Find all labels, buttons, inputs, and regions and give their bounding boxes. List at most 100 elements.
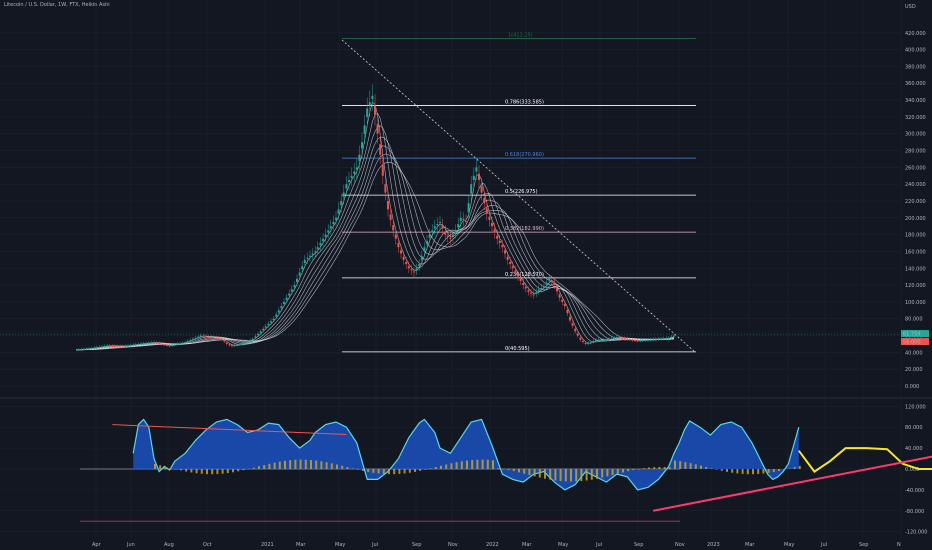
histogram-bar xyxy=(237,469,240,472)
candle-body xyxy=(576,333,579,336)
histogram-bar xyxy=(419,469,422,471)
candle-body xyxy=(475,167,478,172)
histogram-bar xyxy=(580,469,583,482)
histogram-bar xyxy=(304,459,307,469)
candle-body xyxy=(618,337,621,339)
histogram-bar xyxy=(653,467,656,469)
histogram-bar xyxy=(689,463,692,469)
candle-body xyxy=(402,256,405,260)
candle-body xyxy=(270,321,272,323)
ma-ribbon-line xyxy=(76,125,675,351)
candle-body xyxy=(220,338,223,340)
histogram-bar xyxy=(793,467,796,469)
histogram-bar xyxy=(606,469,609,477)
histogram-bar xyxy=(154,463,156,469)
candle-body xyxy=(465,220,467,223)
histogram-bar xyxy=(372,469,375,473)
fib-level-label: 0.786(333.585) xyxy=(505,99,544,105)
histogram-bar xyxy=(174,469,177,470)
time-axis-label: Mar xyxy=(745,542,755,548)
candle-body xyxy=(257,333,259,336)
histogram-bar xyxy=(403,469,406,474)
candle-body xyxy=(426,240,428,245)
histogram-bar xyxy=(252,467,255,469)
histogram-bar xyxy=(637,469,640,470)
ma-ribbon-line xyxy=(76,136,675,351)
candle-body xyxy=(199,335,202,337)
histogram-bar xyxy=(466,460,468,469)
histogram-bar xyxy=(564,469,567,482)
candle-body xyxy=(485,208,488,214)
candle-body xyxy=(228,344,231,346)
candle-body xyxy=(264,326,267,328)
candle-body xyxy=(77,349,80,351)
histogram-bar xyxy=(694,464,697,469)
histogram-bar xyxy=(798,465,801,469)
candle-body xyxy=(472,175,475,180)
time-axis-label: 2023 xyxy=(707,542,720,548)
histogram-bar xyxy=(263,465,266,469)
candle-body xyxy=(288,293,291,296)
candle-body xyxy=(381,165,384,176)
histogram-bar xyxy=(216,469,219,475)
candle-body xyxy=(127,345,129,347)
currency-label: USD xyxy=(905,4,916,10)
candle-body xyxy=(509,261,512,265)
histogram-bar xyxy=(388,469,390,475)
candle-body xyxy=(272,318,275,320)
histogram-bar xyxy=(549,469,552,480)
candle-body xyxy=(623,338,626,340)
candle-body xyxy=(166,344,168,346)
price-tick-label: 0.000 xyxy=(905,384,919,390)
candle-body xyxy=(501,245,504,248)
candle-body xyxy=(371,95,374,100)
time-axis-label: Apr xyxy=(92,542,102,548)
candle-body xyxy=(602,339,605,341)
histogram-bar xyxy=(476,459,479,469)
candle-body xyxy=(519,278,522,281)
histogram-bar xyxy=(356,469,359,470)
candle-body xyxy=(290,289,293,292)
candle-body xyxy=(241,343,244,345)
histogram-bar xyxy=(752,469,754,475)
histogram-bar xyxy=(632,469,635,471)
histogram-bar xyxy=(200,469,203,474)
candle-body xyxy=(189,340,192,342)
candle-body xyxy=(652,339,655,341)
candle-body xyxy=(584,342,587,344)
candle-body xyxy=(428,234,431,238)
candle-body xyxy=(275,314,278,317)
histogram-bar xyxy=(731,469,734,473)
candle-body xyxy=(498,240,501,244)
histogram-bar xyxy=(497,468,500,469)
candle-body xyxy=(355,167,358,170)
last-price-label: 61.759 xyxy=(903,332,921,338)
candle-body xyxy=(160,343,163,345)
candle-body xyxy=(613,337,616,339)
symbol-legend: Litecoin / U.S. Dollar, 1W, FTX, Heikin … xyxy=(4,2,110,8)
histogram-bar xyxy=(221,469,224,474)
candle-body xyxy=(397,243,400,248)
candle-body xyxy=(517,274,519,277)
candle-body xyxy=(405,261,408,265)
histogram-bar xyxy=(715,469,718,470)
candle-body xyxy=(670,336,673,338)
fib-level-label: 0.5(226.975) xyxy=(505,189,538,195)
candle-body xyxy=(121,346,124,348)
candle-body xyxy=(415,268,418,271)
candle-body xyxy=(660,338,662,340)
candle-body xyxy=(137,343,140,345)
candle-body xyxy=(400,250,402,254)
price-tick-label: 160.000 xyxy=(905,249,926,255)
price-tick-label: 420.000 xyxy=(905,31,926,37)
candle-body xyxy=(641,340,644,342)
histogram-bar xyxy=(185,469,188,472)
histogram-bar xyxy=(570,469,572,482)
candle-body xyxy=(316,247,319,250)
candle-body xyxy=(197,336,200,338)
candle-body xyxy=(85,348,88,350)
candle-body xyxy=(493,229,496,233)
candle-body xyxy=(441,225,444,229)
